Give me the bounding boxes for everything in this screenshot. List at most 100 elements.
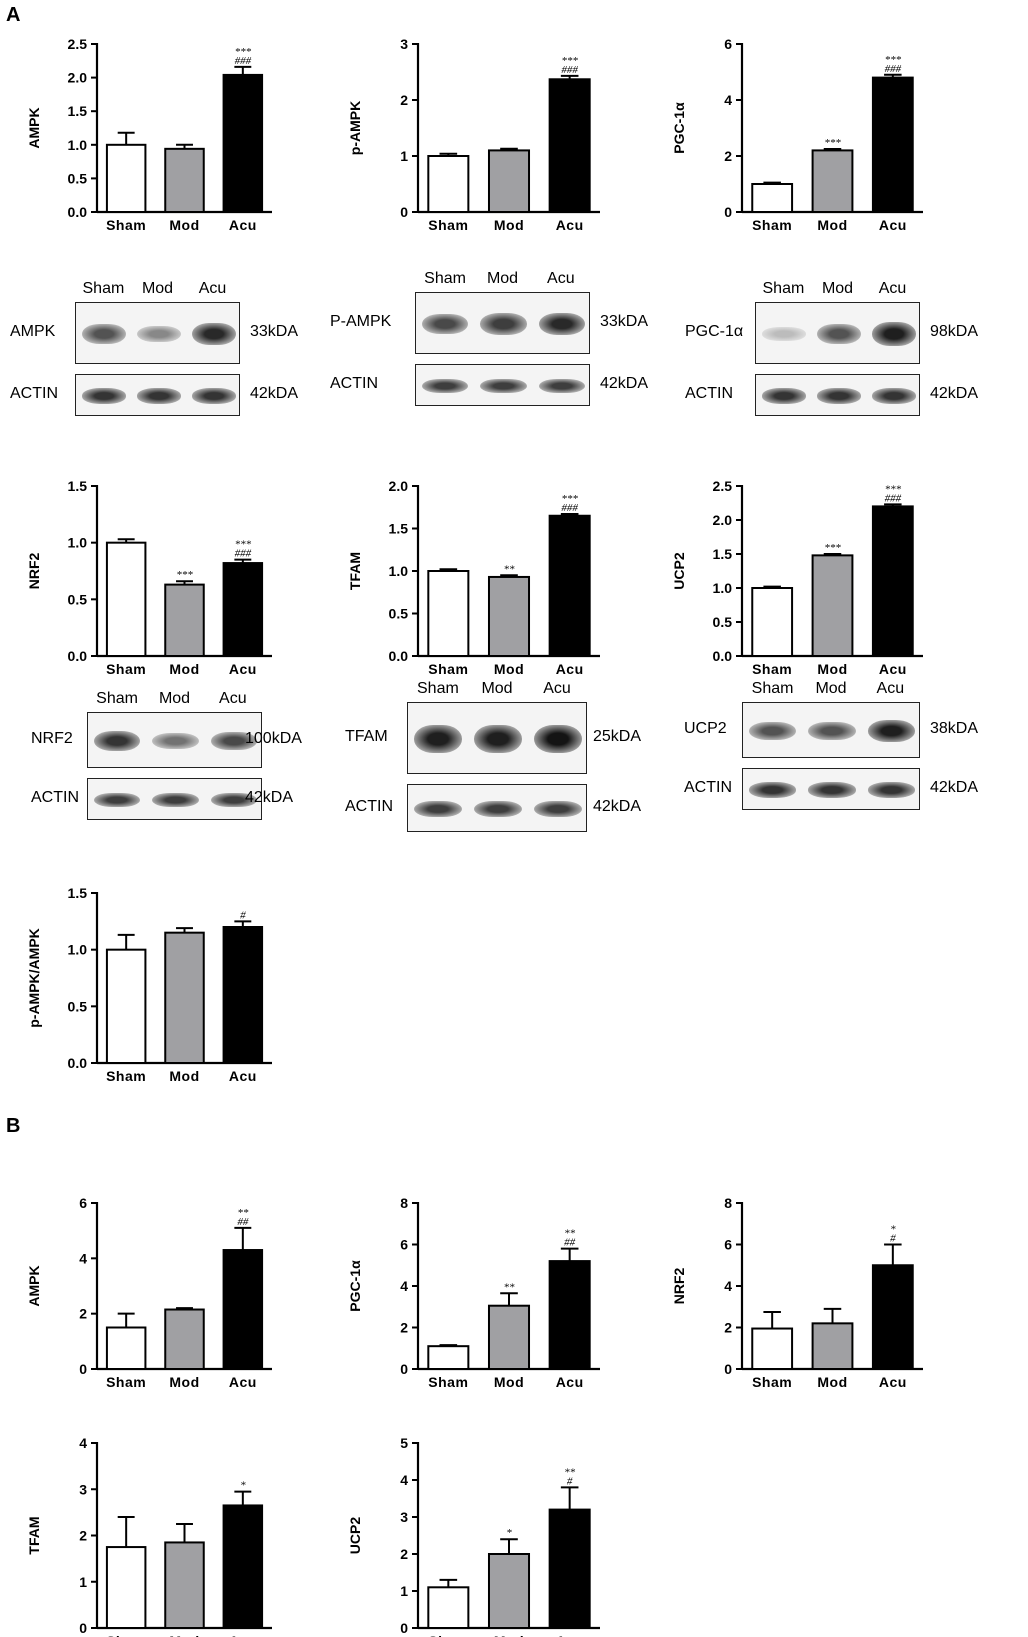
- blot-band: [867, 782, 916, 798]
- significance-mark: ***: [824, 137, 841, 149]
- y-axis-label: p-AMPK: [347, 101, 363, 155]
- significance-mark: ***: [885, 483, 902, 495]
- y-axis-label: NRF2: [26, 553, 42, 590]
- significance-mark: ###: [561, 64, 578, 76]
- y-tick-label: 1: [79, 1574, 87, 1590]
- lane-label: Mod: [815, 680, 847, 697]
- blot-band: [748, 721, 797, 741]
- blot-band: [136, 325, 181, 343]
- y-tick-label: 0.0: [68, 1055, 88, 1071]
- y-tick-label: 4: [79, 1435, 87, 1451]
- lane-label: Mod: [486, 270, 519, 287]
- blot-band: [534, 800, 582, 818]
- significance-mark: **: [237, 1207, 249, 1219]
- bar-acu: [222, 1249, 264, 1370]
- y-tick-label: 2: [79, 1306, 87, 1322]
- significance-mark: ##: [564, 1237, 576, 1249]
- y-tick-label: 3: [79, 1481, 87, 1497]
- bar-sham: [105, 948, 147, 1065]
- significance-mark: #: [240, 909, 246, 921]
- y-tick-label: 4: [724, 1278, 732, 1294]
- significance-mark: *: [506, 1527, 512, 1539]
- y-tick-label: 6: [724, 36, 732, 52]
- category-label: Sham: [752, 661, 792, 677]
- y-tick-label: 3: [400, 1509, 408, 1525]
- bar-acu: [871, 1264, 914, 1370]
- y-tick-label: 0: [724, 1361, 732, 1377]
- y-tick-label: 1.5: [68, 885, 88, 901]
- significance-mark: ##: [237, 1216, 249, 1228]
- bar-sham: [751, 1327, 794, 1370]
- bar-sham: [105, 541, 147, 658]
- y-tick-label: 2: [400, 1320, 408, 1336]
- panel-letter-a: A: [6, 4, 21, 26]
- bar-sham: [751, 183, 794, 213]
- y-tick-label: 0.5: [68, 591, 88, 607]
- y-tick-label: 0: [79, 1361, 87, 1377]
- category-label: Mod: [494, 1374, 524, 1390]
- y-tick-label: 4: [79, 1250, 87, 1266]
- lane-label: Acu: [543, 680, 571, 697]
- category-label: Mod: [817, 661, 847, 677]
- y-tick-label: 0: [400, 1620, 408, 1636]
- significance-mark: **: [504, 1281, 516, 1293]
- bar-acu: [222, 73, 264, 213]
- y-tick-label: 5: [400, 1435, 408, 1451]
- y-tick-label: 0.0: [68, 648, 88, 664]
- y-tick-label: 2: [724, 1320, 732, 1336]
- y-axis-label: PGC-1α: [671, 102, 687, 154]
- category-label: Mod: [494, 661, 524, 677]
- lane-label: Acu: [876, 680, 905, 697]
- significance-mark: ***: [885, 54, 902, 66]
- blot-target-panel: [742, 702, 920, 758]
- blot-target-panel: [415, 292, 590, 354]
- y-tick-label: 2: [400, 92, 408, 108]
- bar-mod: [487, 1304, 531, 1371]
- significance-mark: #: [567, 1475, 573, 1487]
- bar-sham: [105, 1546, 147, 1629]
- bar-sham: [105, 143, 147, 213]
- chart-a-tfam: 0.0 0.5 1.0 1.5 2.0 TFAM Sham Mod ** Acu ***###: [347, 478, 600, 677]
- blot-band: [748, 782, 797, 798]
- blot-pampk: Sham Mod Acu P-AMPK 33kDA ACTIN 42kDA: [330, 270, 670, 410]
- y-tick-label: 0.5: [713, 614, 733, 630]
- blot-target-panel: [407, 702, 587, 774]
- blot-kda-label: 42kDA: [600, 375, 649, 392]
- category-label: Sham: [428, 1374, 468, 1390]
- y-tick-label: 1.0: [713, 580, 733, 596]
- category-label: Acu: [556, 1633, 584, 1637]
- y-tick-label: 3: [400, 36, 408, 52]
- bar-mod: [811, 554, 854, 657]
- blot-protein-label: ACTIN: [330, 375, 378, 392]
- y-tick-label: 8: [724, 1195, 732, 1211]
- category-label: Sham: [428, 217, 468, 233]
- blot-band: [538, 378, 586, 394]
- category-label: Acu: [229, 217, 257, 233]
- category-label: Sham: [106, 217, 146, 233]
- blot-target-panel: [87, 712, 262, 768]
- category-label: Acu: [229, 661, 257, 677]
- category-label: Acu: [229, 1374, 257, 1390]
- blot-kda-label: 38kDA: [930, 720, 979, 737]
- y-tick-label: 0.0: [713, 648, 733, 664]
- lane-label: Acu: [198, 280, 227, 297]
- blot-band: [414, 725, 462, 753]
- category-label: Sham: [752, 1374, 792, 1390]
- category-label: Sham: [106, 1633, 146, 1637]
- blot-protein-label: AMPK: [10, 323, 56, 340]
- lane-label: Acu: [547, 270, 575, 287]
- category-label: Mod: [817, 1374, 847, 1390]
- y-tick-label: 0: [79, 1620, 87, 1636]
- blot-actin-panel: [742, 768, 920, 810]
- category-label: Mod: [169, 1633, 199, 1637]
- blot-actin-panel: [407, 784, 587, 832]
- lane-label: Mod: [158, 690, 191, 707]
- y-tick-label: 4: [724, 92, 732, 108]
- chart-a-ratio: 0.0 0.5 1.0 1.5 p-AMPK/AMPK Sham Mod Acu #: [26, 885, 272, 1084]
- y-tick-label: 1.0: [68, 137, 88, 153]
- y-tick-label: 4: [400, 1472, 408, 1488]
- bar-mod: [811, 1322, 854, 1370]
- bar-sham: [427, 1586, 470, 1630]
- bar-mod: [164, 583, 205, 657]
